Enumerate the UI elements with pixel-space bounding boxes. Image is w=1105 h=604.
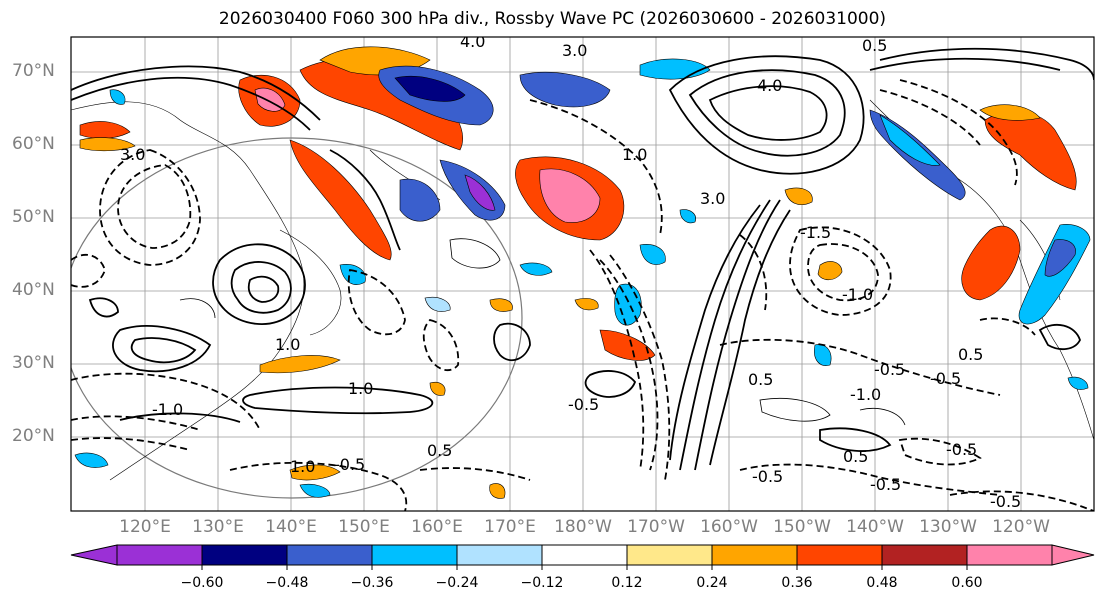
- colorbar-extend-left: [70, 544, 118, 566]
- lon-label: 130°W: [919, 517, 977, 537]
- contour-label: 1.0: [290, 457, 315, 476]
- region-circle: [71, 137, 523, 499]
- map-frame: [70, 36, 1095, 512]
- contour-label: 3.0: [562, 41, 587, 60]
- contour-label: 1.0: [622, 145, 647, 164]
- colorbar-segment: [796, 544, 883, 566]
- lon-label: 140°W: [846, 517, 904, 537]
- contour-label: 3.0: [120, 145, 145, 164]
- colorbar-segment: [881, 544, 968, 566]
- colorbar-segment: [626, 544, 713, 566]
- colorbar-tick-label: 0.60: [951, 575, 983, 591]
- contour-label: -1.0: [152, 400, 183, 419]
- lat-label: 60°N: [12, 134, 55, 154]
- contour-label: -0.5: [930, 369, 961, 388]
- contour-label: 0.5: [748, 370, 773, 389]
- contour-label: -1.5: [800, 223, 831, 242]
- contour-label: 4.0: [460, 32, 485, 51]
- colorbar-segment: [286, 544, 373, 566]
- map-area: [71, 37, 1094, 511]
- contours-positive: [71, 47, 1094, 471]
- colorbar-tick-label: −0.12: [520, 575, 564, 591]
- colorbar-tick-label: −0.48: [265, 575, 309, 591]
- contour-label: -0.5: [870, 475, 901, 494]
- thin-outlines: [179, 238, 906, 426]
- lat-label: 70°N: [12, 61, 55, 81]
- contour-label: 1.0: [275, 335, 300, 354]
- contour-label: 4.0: [757, 76, 782, 95]
- contour-label: -0.5: [334, 455, 365, 474]
- colorbar-segment: [456, 544, 543, 566]
- contour-label: 3.0: [700, 189, 725, 208]
- colorbar-tick-label: 0.24: [696, 575, 728, 591]
- contour-label: 0.5: [958, 345, 983, 364]
- colorbar-segment: [116, 544, 203, 566]
- contour-label: -0.5: [990, 492, 1021, 511]
- colorbar-segment: [711, 544, 798, 566]
- lon-label: 120°W: [992, 517, 1050, 537]
- contour-label: -0.5: [568, 395, 599, 414]
- colorbar-tick-label: 0.48: [866, 575, 898, 591]
- contour-label: 0.5: [862, 36, 887, 55]
- lat-label: 50°N: [12, 207, 55, 227]
- colorbar: [70, 544, 1095, 566]
- colorbar-segment: [966, 544, 1053, 566]
- colorbar-tick-label: −0.36: [350, 575, 394, 591]
- colorbar-ticks: [201, 565, 968, 570]
- contour-label: 1.0: [348, 379, 373, 398]
- lon-label: 120°E: [119, 517, 171, 537]
- lon-label: 170°W: [627, 517, 685, 537]
- lon-label: 140°E: [265, 517, 317, 537]
- contour-label: 0.5: [427, 441, 452, 460]
- lat-label: 20°N: [12, 426, 55, 446]
- lon-label: 160°E: [411, 517, 463, 537]
- lon-label: 150°E: [338, 517, 390, 537]
- contour-label: -0.5: [946, 440, 977, 459]
- contour-label: -1.0: [842, 285, 873, 304]
- colorbar-extend-right: [1051, 544, 1095, 566]
- lat-label: 30°N: [12, 353, 55, 373]
- colorbar-tick-label: 0.36: [781, 575, 813, 591]
- colorbar-segment: [371, 544, 458, 566]
- lon-label: 150°W: [773, 517, 831, 537]
- map-title: 2026030400 F060 300 hPa div., Rossby Wav…: [218, 9, 887, 29]
- lon-label: 170°E: [484, 517, 536, 537]
- lon-label: 180°W: [554, 517, 612, 537]
- lat-label: 40°N: [12, 280, 55, 300]
- contour-label: -0.5: [874, 360, 905, 379]
- lon-label: 160°W: [700, 517, 758, 537]
- colorbar-segment: [541, 544, 628, 566]
- contour-label: 0.5: [843, 447, 868, 466]
- colorbar-segment: [201, 544, 288, 566]
- colorbar-tick-label: −0.24: [435, 575, 479, 591]
- colorbar-tick-label: 0.12: [611, 575, 643, 591]
- lon-label: 130°E: [192, 517, 244, 537]
- contour-label-group: 4.0 3.0 4.0 0.5 3.0 1.0 1.0 1.0 0.5 -1.0…: [120, 32, 1021, 511]
- contours-negative: [71, 79, 1094, 511]
- colorbar-tick-label: −0.60: [180, 575, 224, 591]
- contour-label: -0.5: [752, 467, 783, 486]
- div-patches: [74, 46, 1091, 499]
- contour-label: -1.0: [850, 385, 881, 404]
